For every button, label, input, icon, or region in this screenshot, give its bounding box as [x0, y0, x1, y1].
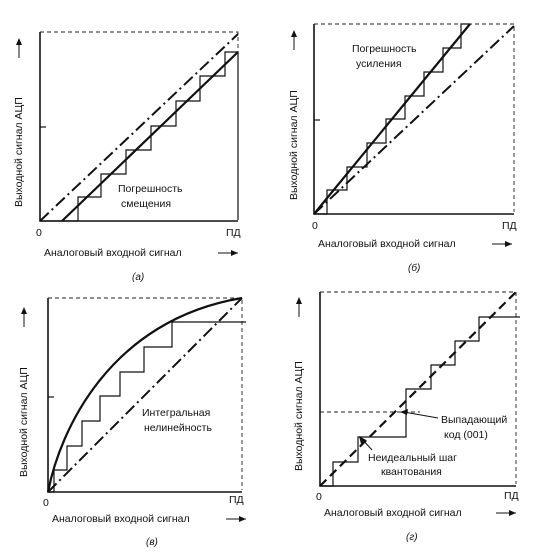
panel-d-y-axis-label: Выходной сигнал АЦП — [293, 361, 305, 471]
panel-c-x-axis-label: Аналоговый входной сигнал — [52, 513, 190, 525]
panel-a-ideal-line — [39, 33, 239, 222]
panel-c-ideal-line — [47, 297, 243, 493]
panel-a-x-axis-label: Аналоговый входной сигнал — [44, 247, 182, 259]
panel-c-y-axis-label: Выходной сигнал АЦП — [18, 367, 30, 477]
panel-a-annotation-line2: смещения — [121, 198, 171, 210]
panel-a: Погрешность смещения 0 ПД Аналоговый вхо… — [13, 31, 241, 283]
panel-d-ideal-line — [319, 291, 517, 487]
panel-a-offset-line — [61, 51, 239, 222]
panel-b-y-arrow-icon — [291, 30, 297, 50]
panel-b-annotation-line1: Погрешность — [352, 43, 417, 55]
panel-d-annotation-line2: код (001) — [444, 429, 488, 441]
panel-b-caption: (б) — [408, 262, 420, 274]
panel-a-annotation-line1: Погрешность — [118, 183, 183, 195]
panel-b-staircase — [314, 23, 470, 215]
panel-d-x-axis-label: Аналоговый входной сигнал — [324, 507, 462, 519]
panel-b-x-axis-label: Аналоговый входной сигнал — [318, 238, 456, 250]
panel-c-caption: (в) — [146, 537, 158, 548]
panel-b-annotation-line2: усиления — [356, 58, 402, 70]
panel-c-annotation-line1: Интегральная — [142, 407, 210, 419]
panel-d-missing-code-arrow-icon — [400, 409, 439, 419]
panel-c-x-arrow-icon — [226, 516, 246, 522]
panel-c-staircase — [48, 321, 246, 493]
panel-d-origin-label: 0 — [316, 491, 322, 503]
panel-a-caption: (а) — [132, 272, 144, 283]
panel-c-y-arrow-icon — [21, 307, 27, 327]
panel-c: Интегральная нелинейность 0 ПД Аналоговы… — [18, 296, 246, 548]
panel-c-annotation-line2: нелинейность — [144, 422, 212, 434]
panel-a-origin-label: 0 — [36, 227, 42, 239]
panel-d-y-arrow-icon — [296, 297, 302, 317]
panel-d-staircase — [320, 316, 520, 487]
panel-a-x-arrow-icon — [218, 250, 238, 256]
panel-d-annotation-line1: Выпадающий — [441, 414, 507, 426]
panel-b-frame — [314, 23, 515, 212]
panel-d-annotation2-line2: квантования — [381, 466, 442, 478]
panel-b-origin-label: 0 — [312, 220, 318, 232]
panel-d: Выпадающий код (001) Неидеальный шаг ква… — [293, 291, 520, 543]
panel-c-fullscale-label: ПД — [229, 494, 244, 506]
panel-c-nonlinear-curve — [46, 296, 243, 493]
panel-a-staircase — [40, 51, 239, 222]
panel-b-fullscale-label: ПД — [502, 220, 517, 232]
panel-d-x-arrow-icon — [496, 510, 516, 516]
panel-d-annotation2-line1: Неидеальный шаг — [368, 452, 457, 464]
panel-a-y-axis-label: Выходной сигнал АЦП — [13, 97, 25, 207]
panel-d-caption: (г) — [406, 532, 418, 543]
panel-b-x-arrow-icon — [492, 241, 512, 247]
panel-b: Погрешность усиления 0 ПД Аналоговый вхо… — [288, 23, 517, 274]
panel-b-y-axis-label: Выходной сигнал АЦП — [288, 90, 300, 200]
panel-d-step-arrow-icon — [359, 436, 373, 451]
panel-c-frame — [48, 297, 243, 490]
panel-a-y-arrow-icon — [16, 38, 22, 58]
panel-d-fullscale-label: ПД — [504, 490, 519, 502]
panel-a-fullscale-label: ПД — [226, 227, 241, 239]
panel-c-origin-label: 0 — [43, 497, 49, 509]
panel-d-frame — [320, 291, 517, 484]
